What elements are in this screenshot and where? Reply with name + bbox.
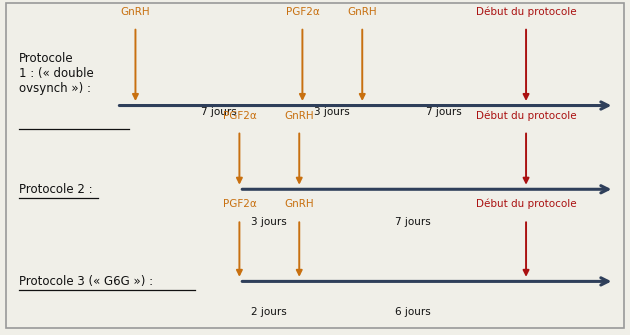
Text: Début du protocole: Début du protocole — [476, 6, 576, 17]
Text: 7 jours: 7 jours — [427, 107, 462, 117]
Text: PGF2α: PGF2α — [222, 199, 256, 209]
Text: 7 jours: 7 jours — [395, 217, 430, 227]
Text: 3 jours: 3 jours — [314, 107, 350, 117]
Text: 3 jours: 3 jours — [251, 217, 287, 227]
Text: 7 jours: 7 jours — [201, 107, 237, 117]
Text: PGF2α: PGF2α — [222, 111, 256, 121]
Text: GnRH: GnRH — [284, 111, 314, 121]
Text: Protocole
1 : (« double
ovsynch ») :: Protocole 1 : (« double ovsynch ») : — [19, 52, 94, 95]
Text: GnRH: GnRH — [120, 7, 151, 17]
Text: GnRH: GnRH — [347, 7, 377, 17]
Text: Protocole 3 (« G6G ») :: Protocole 3 (« G6G ») : — [19, 275, 153, 288]
Text: 6 jours: 6 jours — [395, 307, 430, 317]
Text: 2 jours: 2 jours — [251, 307, 287, 317]
Text: Début du protocole: Début du protocole — [476, 199, 576, 209]
Text: PGF2α: PGF2α — [285, 7, 319, 17]
Text: Début du protocole: Début du protocole — [476, 110, 576, 121]
Text: Protocole 2 :: Protocole 2 : — [19, 183, 93, 196]
Text: GnRH: GnRH — [284, 199, 314, 209]
